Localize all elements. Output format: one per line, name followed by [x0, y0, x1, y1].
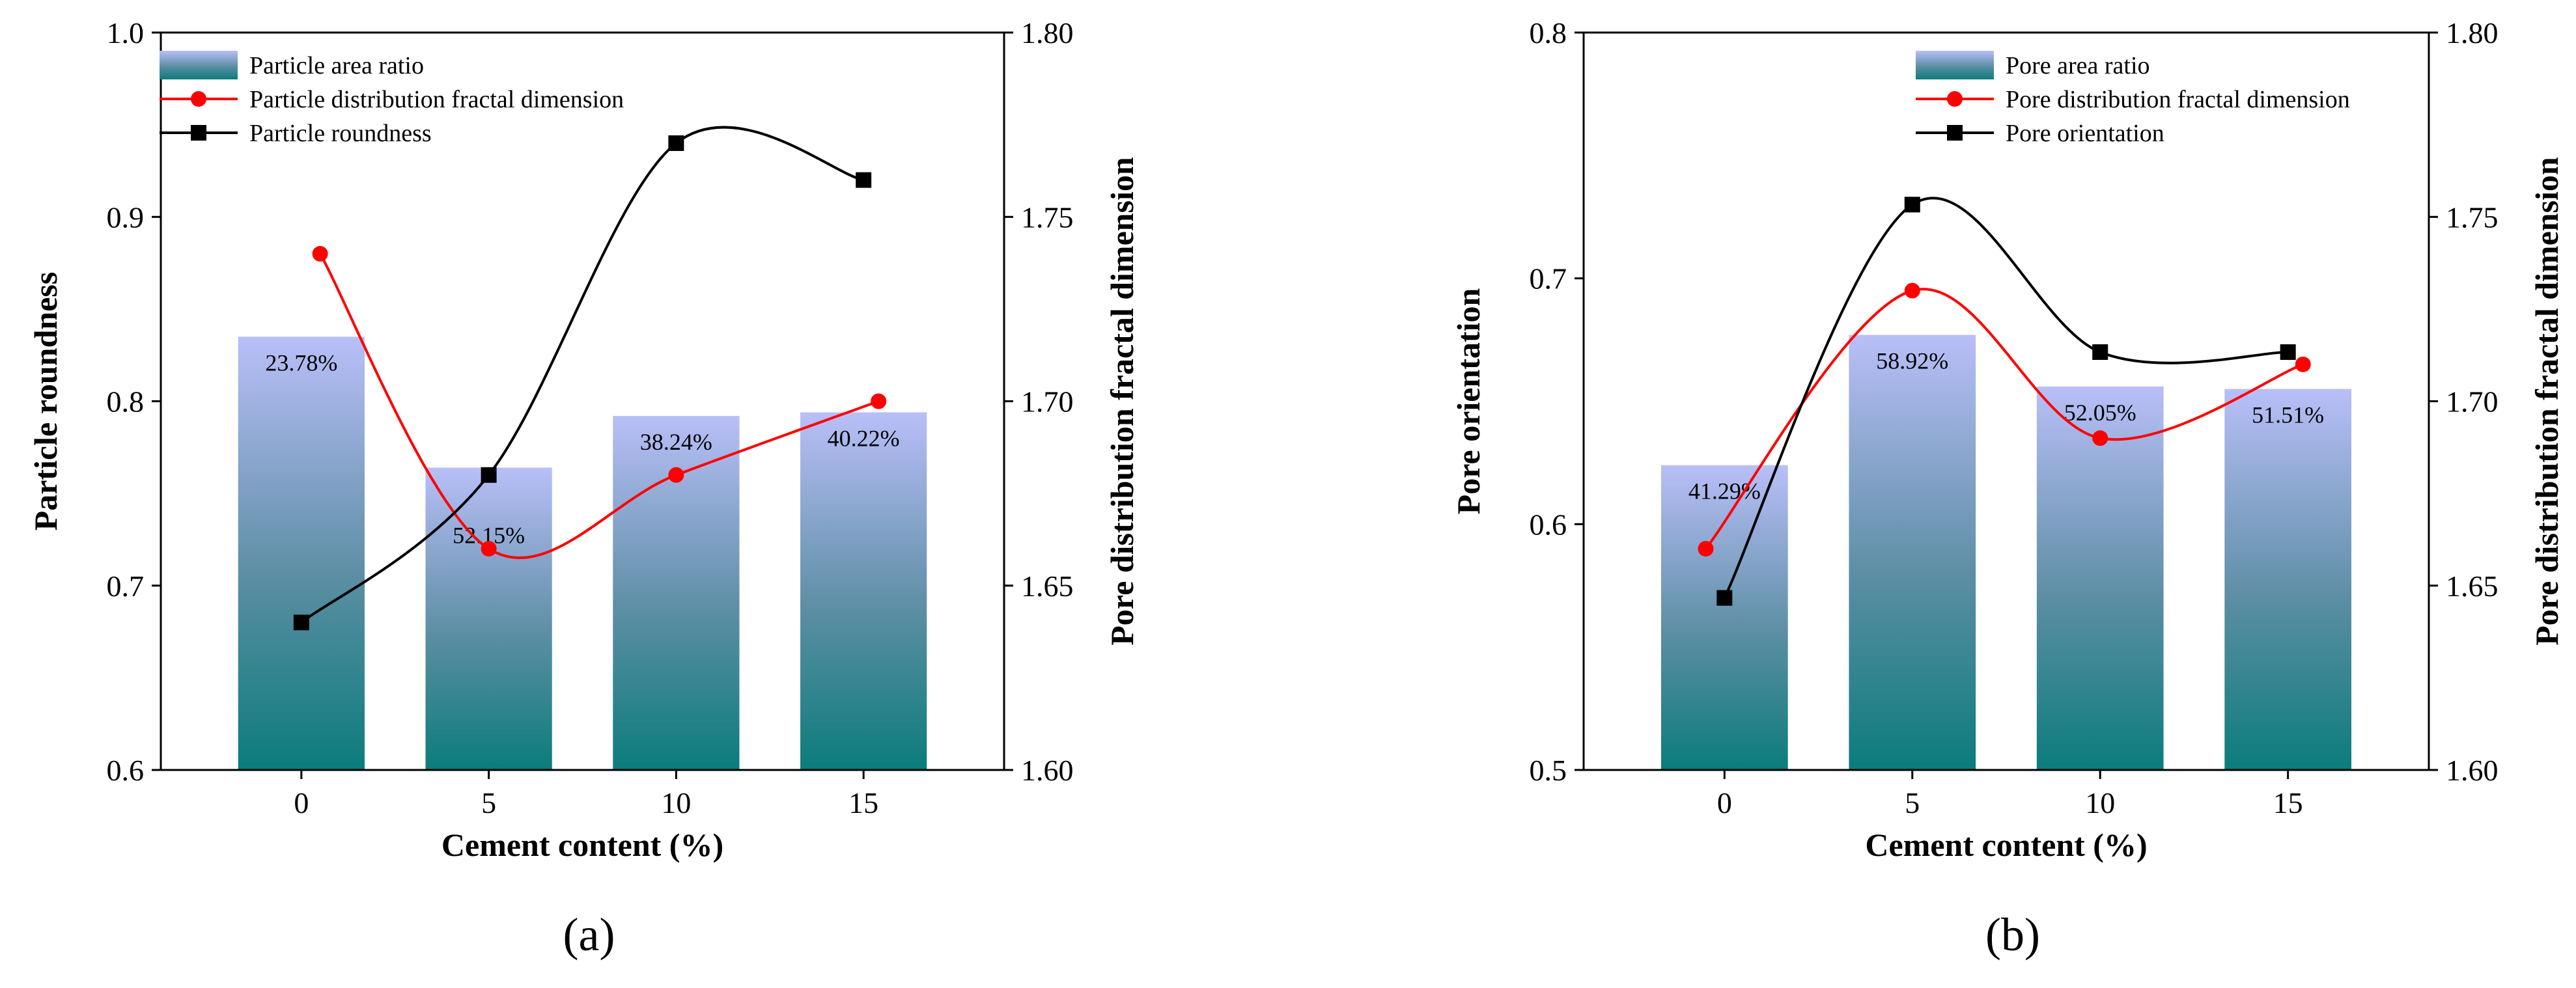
- x-axis-title: Cement content (%): [441, 827, 723, 863]
- y-left-tick-label: 0.5: [1530, 754, 1567, 787]
- data-point: [856, 172, 872, 188]
- legend-label: Pore area ratio: [2006, 52, 2150, 79]
- legend-label: Pore distribution fractal dimension: [2006, 86, 2350, 113]
- legend: Particle area ratio Particle distribution…: [160, 51, 624, 147]
- data-point: [481, 467, 497, 483]
- data-point: [2295, 356, 2311, 372]
- bar-data-label: 51.51%: [2252, 402, 2324, 428]
- data-point: [293, 614, 309, 631]
- panel-label: (b): [1985, 909, 2040, 961]
- series-line-primary: [300, 126, 864, 624]
- bar-data-label: 52.05%: [2064, 400, 2136, 426]
- bar-5: [1849, 335, 1976, 770]
- x-tick-label: 15: [848, 786, 878, 819]
- y-left-tick-label: 1.0: [107, 16, 145, 49]
- y-right-tick-label: 1.60: [1021, 754, 1074, 787]
- y-left-tick-label: 0.9: [107, 200, 145, 234]
- legend-marker: [1947, 125, 1963, 141]
- x-tick-label: 0: [1717, 786, 1732, 819]
- legend-marker: [191, 125, 206, 141]
- x-axis-title: Cement content (%): [1865, 827, 2147, 863]
- y-left-tick-label: 0.6: [1530, 508, 1567, 541]
- y-left-axis-title: Pore orientation: [1450, 288, 1487, 515]
- data-point: [1716, 590, 1733, 606]
- x-tick-label: 10: [661, 786, 691, 819]
- y-left-axis-title: Particle roundness: [27, 272, 64, 531]
- y-left-tick-label: 0.7: [1530, 262, 1567, 295]
- y-right-tick-label: 1.80: [1021, 16, 1074, 49]
- bar-0: [238, 336, 365, 770]
- x-tick-label: 0: [294, 786, 309, 819]
- legend-marker: [1947, 91, 1963, 107]
- x-tick-label: 5: [481, 786, 496, 819]
- legend-label: Pore orientation: [2006, 120, 2164, 147]
- y-left-tick-label: 0.7: [107, 569, 145, 603]
- x-tick-label: 10: [2085, 786, 2115, 819]
- data-point: [668, 135, 684, 151]
- legend: Pore area ratio Pore distribution fractal…: [1916, 51, 2350, 147]
- bar-15: [800, 412, 927, 770]
- data-point: [2092, 430, 2108, 446]
- y-right-tick-label: 1.80: [2446, 16, 2499, 49]
- legend-label: Particle roundness: [249, 120, 432, 147]
- bar-15: [2224, 389, 2352, 770]
- data-point: [1904, 282, 1920, 299]
- data-point: [2092, 344, 2108, 360]
- legend-label: Particle distribution fractal dimension: [249, 86, 624, 113]
- y-right-tick-label: 1.65: [2446, 569, 2499, 603]
- y-right-tick-label: 1.60: [2446, 754, 2499, 787]
- bar-0: [1660, 465, 1788, 770]
- legend-marker: [191, 91, 206, 107]
- chart-panel-b: 41.29%58.92%52.05% 51.51%0.50.60.70.81.60…: [1450, 16, 2565, 961]
- data-point: [871, 393, 887, 409]
- panel-label: (a): [563, 909, 615, 961]
- bar-data-label: 40.22%: [828, 425, 900, 451]
- y-left-tick-label: 0.8: [107, 385, 145, 419]
- bar-5: [425, 467, 552, 770]
- x-tick-label: 5: [1905, 786, 1920, 819]
- legend-label: Particle area ratio: [249, 52, 424, 79]
- data-point: [668, 467, 684, 483]
- bar-data-label: 38.24%: [640, 429, 712, 455]
- series-line-primary: [1723, 197, 2288, 599]
- y-right-axis-title: Pore distribution fractal dimension: [2528, 157, 2565, 646]
- y-right-tick-label: 1.70: [1021, 385, 1074, 419]
- x-tick-label: 15: [2273, 786, 2303, 819]
- legend-swatch-bar: [160, 51, 238, 79]
- data-point: [1904, 197, 1920, 213]
- data-point: [481, 541, 497, 557]
- series-line-fractal: [1704, 288, 2304, 550]
- y-right-tick-label: 1.75: [1021, 200, 1074, 234]
- bar-data-label: 58.92%: [1876, 348, 1948, 374]
- bar-10: [2036, 386, 2164, 770]
- chart-panel-a: 23.78%52.15%38.24% 40.22%0.60.70.80.91.01…: [27, 16, 1140, 961]
- y-right-tick-label: 1.75: [2446, 200, 2499, 234]
- bar-data-label: 23.78%: [265, 350, 337, 376]
- series-line-fractal: [318, 253, 879, 559]
- y-right-tick-label: 1.70: [2446, 385, 2499, 419]
- legend-swatch-bar: [1916, 51, 1994, 79]
- y-right-tick-label: 1.65: [1021, 569, 1074, 603]
- data-point: [312, 245, 328, 262]
- y-left-tick-label: 0.8: [1530, 16, 1567, 49]
- data-point: [2280, 344, 2296, 360]
- data-point: [1698, 541, 1714, 557]
- y-left-tick-label: 0.6: [107, 754, 145, 787]
- y-right-axis-title: Pore distribution fractal dimension: [1104, 157, 1140, 646]
